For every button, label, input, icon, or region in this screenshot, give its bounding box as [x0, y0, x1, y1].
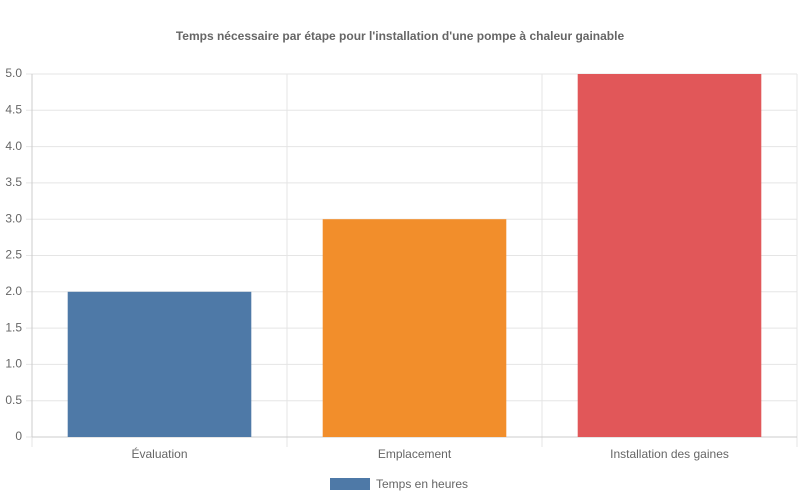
bar [322, 219, 507, 437]
y-tick-label: 1.0 [5, 357, 22, 371]
y-tick-label: 2.5 [5, 248, 22, 262]
y-tick-label: 3.0 [5, 211, 22, 225]
x-tick-label: Emplacement [378, 447, 452, 461]
y-tick-label: 0 [15, 429, 22, 443]
y-tick-label: 0.5 [5, 393, 22, 407]
y-tick-label: 3.5 [5, 175, 22, 189]
y-tick-label: 4.0 [5, 139, 22, 153]
y-tick-label: 2.0 [5, 284, 22, 298]
y-tick-label: 1.5 [5, 320, 22, 334]
x-tick-label: Évaluation [131, 446, 187, 461]
bar [67, 291, 252, 437]
y-tick-label: 4.5 [5, 102, 22, 116]
y-tick-label: 5.0 [5, 66, 22, 80]
bar [577, 74, 762, 437]
x-tick-label: Installation des gaines [610, 447, 729, 461]
legend-label: Temps en heures [376, 477, 468, 491]
chart-title: Temps nécessaire par étape pour l'instal… [176, 29, 625, 43]
legend-swatch [330, 478, 370, 490]
